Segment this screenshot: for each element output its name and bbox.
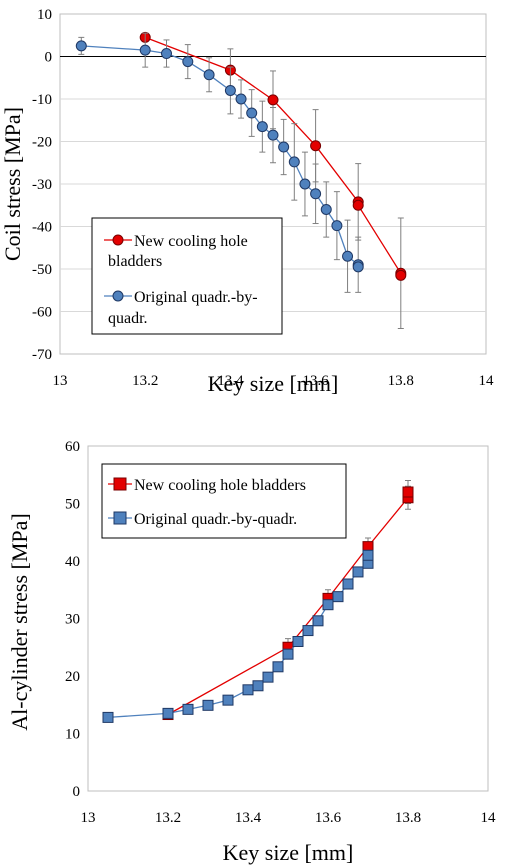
y-axis-label: Coil stress [MPa]: [0, 107, 25, 261]
x-axis-label: Key size [mm]: [223, 840, 354, 865]
data-point: [183, 704, 193, 714]
data-point: [183, 57, 193, 67]
x-tick-label: 13.4: [235, 810, 262, 826]
y-tick-label: -10: [32, 92, 52, 108]
data-point: [257, 122, 267, 132]
legend-label-new: New cooling hole bladders: [134, 477, 306, 494]
data-point: [333, 592, 343, 602]
data-point: [311, 189, 321, 199]
data-point: [343, 579, 353, 589]
x-tick-label: 14: [481, 810, 497, 826]
legend-label-orig: Original quadr.-by-quadr.: [134, 511, 297, 528]
y-tick-label: 10: [65, 727, 80, 743]
y-tick-label: 10: [37, 7, 52, 23]
legend-marker-orig: [113, 291, 123, 301]
data-point: [163, 708, 173, 718]
data-point: [243, 685, 253, 695]
data-point: [76, 41, 86, 51]
data-point: [279, 142, 289, 152]
x-tick-label: 13.8: [395, 810, 421, 826]
legend-marker-new: [114, 478, 126, 490]
data-point: [283, 649, 293, 659]
data-point: [396, 270, 406, 280]
data-point: [204, 70, 214, 80]
data-point: [203, 700, 213, 710]
x-tick-label: 13.6: [315, 810, 342, 826]
legend-label-orig-line1: Original quadr.-by-: [134, 289, 258, 306]
y-tick-labels: 10 0 -10 -20 -30 -40 -50 -60 -70: [32, 7, 52, 363]
x-tick-label: 13.2: [132, 373, 158, 389]
y-tick-label: -70: [32, 347, 52, 363]
legend: New cooling hole bladders Original quadr…: [102, 464, 346, 538]
x-axis-label: Key size [mm]: [208, 371, 339, 396]
legend-marker-orig: [114, 512, 126, 524]
y-tick-label: 0: [73, 784, 81, 800]
data-point: [303, 626, 313, 636]
data-point: [293, 637, 303, 647]
data-point: [353, 567, 363, 577]
legend-label-new-line2: bladders: [108, 253, 162, 270]
x-tick-label: 13: [53, 373, 68, 389]
data-point: [247, 108, 257, 118]
data-point: [363, 550, 373, 560]
al-cylinder-stress-chart: 60 50 40 30 20 10 0 13 13.2 13.4 13.6 13.8 14 Key s…: [0, 430, 524, 868]
data-point: [273, 662, 283, 672]
data-point: [403, 487, 413, 497]
x-tick-label: 13.2: [155, 810, 181, 826]
x-tick-label: 14: [479, 373, 495, 389]
data-point: [321, 205, 331, 215]
data-point: [253, 681, 263, 691]
y-tick-label: 0: [45, 50, 53, 66]
data-point: [268, 130, 278, 140]
data-point: [353, 200, 363, 210]
legend-label-orig-line2: quadr.: [108, 310, 148, 327]
data-point: [140, 45, 150, 55]
data-point: [225, 86, 235, 96]
data-point: [311, 141, 321, 151]
data-point: [300, 179, 310, 189]
legend: New cooling hole bladders Original quadr…: [92, 218, 282, 334]
x-tick-label: 13.8: [388, 373, 414, 389]
y-tick-label: -60: [32, 305, 52, 321]
y-tick-label: -50: [32, 262, 52, 278]
data-point: [103, 712, 113, 722]
data-point: [313, 616, 323, 626]
legend-label-new-line1: New cooling hole: [134, 233, 248, 250]
data-point: [323, 600, 333, 610]
data-point: [223, 695, 233, 705]
data-point: [162, 49, 172, 59]
y-tick-label: -40: [32, 220, 52, 236]
data-point: [236, 94, 246, 104]
legend-marker-new: [113, 235, 123, 245]
data-point: [343, 251, 353, 261]
data-point: [289, 157, 299, 167]
x-tick-label: 13: [81, 810, 96, 826]
y-tick-label: 40: [65, 554, 80, 570]
data-point: [353, 262, 363, 272]
data-point: [268, 95, 278, 105]
y-tick-labels: 60 50 40 30 20 10 0: [65, 439, 80, 800]
x-tick-labels: 13 13.2 13.4 13.6 13.8 14: [81, 810, 497, 826]
y-tick-label: 60: [65, 439, 80, 455]
data-point: [332, 221, 342, 231]
y-tick-label: 30: [65, 612, 80, 628]
y-tick-label: -20: [32, 135, 52, 151]
data-point: [263, 672, 273, 682]
y-tick-label: -30: [32, 177, 52, 193]
y-axis-label: Al-cylinder stress [MPa]: [7, 513, 32, 731]
coil-stress-chart: 100-10-20-30-40-50-60-70 13 13.2 13.4 13.6 1…: [0, 0, 524, 428]
y-tick-label: 20: [65, 669, 80, 685]
y-tick-label: 50: [65, 497, 80, 513]
